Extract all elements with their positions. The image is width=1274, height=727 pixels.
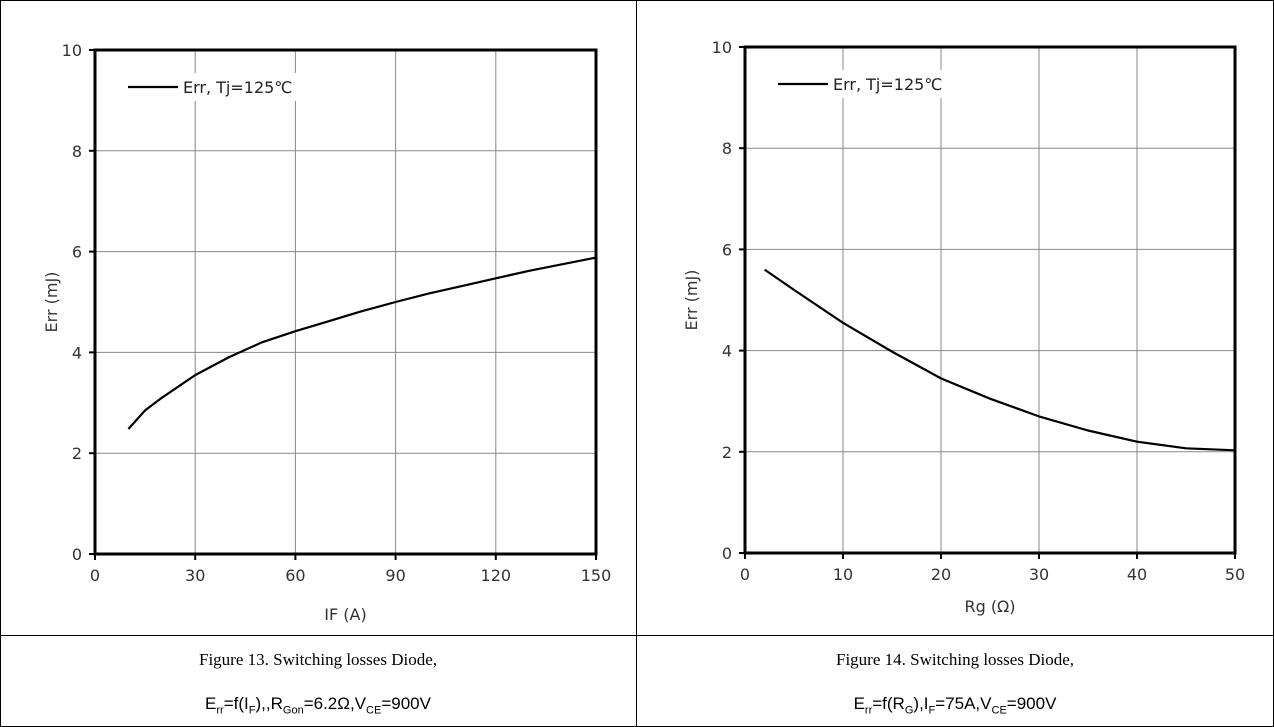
- y-tick-label: 8: [72, 142, 82, 161]
- caption-segment: F: [248, 704, 256, 717]
- table-border-left: [0, 0, 1, 727]
- x-axis-label: IF (A): [324, 605, 366, 624]
- caption-segment: =900V: [381, 694, 431, 713]
- figure-14-caption-line2: Err=f(RG),IF=75A,VCE=900V: [637, 694, 1273, 716]
- x-tick-label: 10: [833, 565, 853, 584]
- caption-segment: E: [853, 694, 865, 713]
- series-line: [763, 268, 1236, 452]
- caption-segment: =75A,V: [935, 694, 992, 713]
- caption-segment: =f(I: [223, 694, 249, 713]
- caption-segment: CE: [991, 704, 1007, 717]
- y-tick-label: 10: [712, 38, 732, 57]
- y-tick-label: 0: [722, 544, 732, 563]
- x-tick-label: 50: [1225, 565, 1245, 584]
- x-tick-label: 30: [1029, 565, 1049, 584]
- x-tick-label: 40: [1127, 565, 1147, 584]
- caption-segment: =6.2Ω,V: [303, 694, 367, 713]
- y-tick-label: 2: [72, 444, 82, 463]
- x-tick-label: 30: [185, 566, 205, 585]
- caption-segment: CE: [366, 704, 382, 717]
- x-tick-label: 120: [481, 566, 512, 585]
- y-tick-label: 10: [62, 41, 82, 60]
- series-line: [127, 256, 597, 430]
- x-tick-label: 0: [90, 566, 100, 585]
- caption-segment: ),I: [913, 694, 929, 713]
- caption-segment: rr: [216, 704, 224, 717]
- chart-13: 0 30 60 90 120 150 0 2 4 6 8 10 IF (A) Err (mJ) Err, T…: [42, 41, 612, 624]
- x-tick-label: 20: [931, 565, 951, 584]
- caption-segment: ),,R: [255, 694, 283, 713]
- y-axis-label: Err (mJ): [42, 272, 61, 333]
- x-tick-label: 90: [385, 566, 405, 585]
- y-axis-label: Err (mJ): [682, 270, 701, 331]
- caption-segment: =f(R: [872, 694, 905, 713]
- caption-segment: rr: [864, 704, 873, 717]
- table-border-top: [0, 0, 1274, 1]
- chart-panel-1: 0 30 60 90 120 150 0 2 4 6 8 10 IF (A) Err (mJ) Err, T…: [0, 0, 636, 635]
- y-tick-label: 4: [72, 343, 82, 362]
- x-tick-label: 0: [740, 565, 750, 584]
- caption-segment: G: [904, 704, 914, 717]
- figure-13-caption-line1: Figure 13. Switching losses Diode,: [199, 650, 437, 669]
- plot-area-border: [743, 45, 1237, 555]
- chart-panel-2: 0 10 20 30 40 50 0 2 4 6 8 10 Rg (Ω) Err (mJ) Err, Tj=…: [637, 0, 1273, 635]
- caption-segment: =900V: [1006, 694, 1057, 713]
- y-tick-label: 2: [722, 443, 732, 462]
- legend-label: Err, Tj=125℃: [183, 78, 292, 97]
- y-tick-label: 6: [722, 240, 732, 259]
- y-tick-label: 0: [72, 545, 82, 564]
- x-tick-label: 150: [581, 566, 612, 585]
- chart-14: 0 10 20 30 40 50 0 2 4 6 8 10 Rg (Ω) Err (mJ) Err, Tj=…: [682, 38, 1245, 616]
- table-border-center: [636, 0, 637, 727]
- table-border-mid: [0, 635, 1274, 636]
- y-tick-label: 4: [722, 342, 732, 361]
- x-axis-label: Rg (Ω): [964, 597, 1015, 616]
- figure-14-caption-line1: Figure 14. Switching losses Diode,: [836, 650, 1074, 669]
- plot-area-border: [93, 48, 598, 556]
- figure-13-caption-line2: Err=f(IF),,RGon=6.2Ω,VCE=900V: [0, 694, 636, 716]
- caption-segment: E: [205, 694, 217, 713]
- y-tick-label: 8: [722, 139, 732, 158]
- y-tick-label: 6: [72, 243, 82, 262]
- x-tick-label: 60: [285, 566, 305, 585]
- caption-segment: F: [928, 704, 936, 717]
- caption-segment: Gon: [282, 704, 304, 717]
- legend-label: Err, Tj=125℃: [833, 75, 942, 94]
